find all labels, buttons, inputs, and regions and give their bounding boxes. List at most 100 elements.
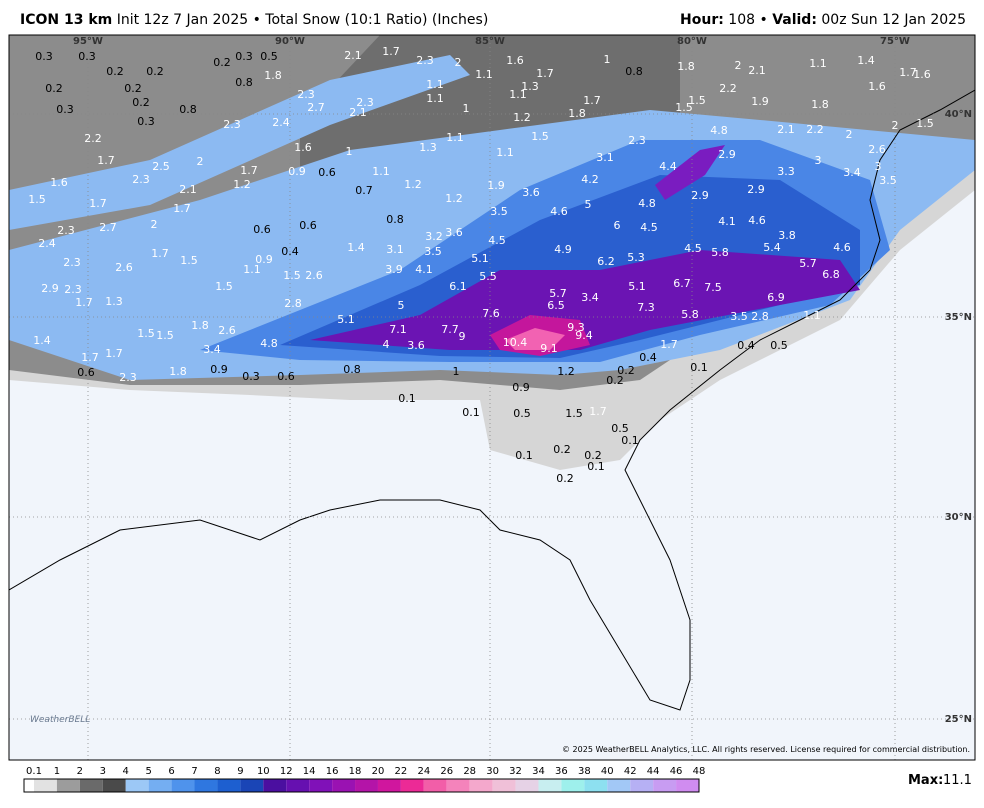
snow-total-label: 0.3	[137, 115, 155, 128]
snow-total-label: 2.9	[718, 148, 736, 161]
latitude-label: 25°N	[945, 714, 972, 725]
snow-total-label: 0.3	[235, 50, 253, 63]
snow-total-label: 2.9	[747, 183, 765, 196]
snow-total-label: 1.8	[811, 98, 829, 111]
snow-total-label: 0.2	[606, 374, 624, 387]
legend-tick-label: 36	[555, 766, 568, 777]
snow-total-label: 1.7	[382, 45, 400, 58]
snow-total-label: 1.6	[868, 80, 886, 93]
snow-total-label: 1.3	[105, 295, 123, 308]
longitude-label: 85°W	[475, 36, 505, 47]
legend-segment	[607, 779, 631, 792]
snow-pink	[505, 328, 565, 350]
snow-total-label: 1.5	[675, 101, 693, 114]
snow-total-label: 2	[455, 56, 462, 69]
snow-total-label: 0.2	[106, 65, 124, 78]
snow-total-label: 3.5	[424, 245, 442, 258]
snow-total-label: 0.3	[35, 50, 53, 63]
longitude-label: 80°W	[677, 36, 707, 47]
snow-total-label: 0.5	[770, 339, 788, 352]
snow-total-label: 1.8	[191, 319, 209, 332]
legend-tick-label: 42	[624, 766, 637, 777]
snow-total-label: 5.1	[471, 252, 489, 265]
valid-label: Valid:	[772, 12, 817, 28]
snow-total-label: 0.7	[355, 184, 373, 197]
latitude-label: 35°N	[945, 312, 972, 323]
legend-tick-label: 9	[237, 766, 243, 777]
snow-total-label: 1.8	[568, 107, 586, 120]
snow-total-label: 2.7	[307, 101, 325, 114]
snow-total-label: 1.2	[404, 178, 422, 191]
snow-total-label: 4.6	[833, 241, 851, 254]
legend-segment	[653, 779, 677, 792]
legend-tick-label: 48	[693, 766, 706, 777]
snow-total-label: 1	[463, 102, 470, 115]
snow-total-label: 2	[846, 128, 853, 141]
snow-total-label: 2	[735, 59, 742, 72]
snow-total-label: 5	[398, 299, 405, 312]
legend-tick-label: 46	[670, 766, 683, 777]
snow-total-label: 0.1	[462, 406, 480, 419]
snow-total-label: 3.5	[879, 174, 897, 187]
snow-total-label: 6	[614, 219, 621, 232]
max-label: Max:	[908, 773, 943, 788]
snow-total-label: 6.2	[597, 255, 615, 268]
valid: 00z Sun 12 Jan 2025	[821, 12, 966, 28]
snow-total-label: 2.2	[806, 123, 824, 136]
legend-tick-label: 6	[168, 766, 174, 777]
snow-total-label: 0.5	[513, 407, 531, 420]
legend-segment	[24, 779, 34, 792]
snow-total-label: 1.6	[506, 54, 524, 67]
snow-total-label: 0.6	[253, 223, 271, 236]
map-area: 95°W 90°W 85°W 80°W 75°W 40°N 35°N 30°N 25°N 0.3…	[9, 35, 975, 760]
legend-segment	[240, 779, 264, 792]
snow-total-label: 3.6	[407, 339, 425, 352]
snow-total-label: 9.4	[575, 329, 593, 342]
snow-total-label: 1.8	[677, 60, 695, 73]
snow-total-label: 4.1	[415, 263, 433, 276]
snow-total-label: 2.3	[356, 96, 374, 109]
snow-total-label: 0.4	[737, 339, 755, 352]
snow-total-label: 1.1	[803, 309, 821, 322]
snow-total-label: 1.1	[372, 165, 390, 178]
snow-total-label: 2.1	[777, 123, 795, 136]
snow-total-label: 0.2	[45, 82, 63, 95]
snow-total-label: 1.5	[283, 269, 301, 282]
legend-segment	[56, 779, 80, 792]
snow-total-label: 4.8	[710, 124, 728, 137]
snow-total-label: 2	[892, 119, 899, 132]
legend-tick-label: 38	[578, 766, 591, 777]
snow-total-label: 0.8	[343, 363, 361, 376]
snow-total-label: 0.5	[611, 422, 629, 435]
legend-segment	[469, 779, 493, 792]
snow-total-label: 1.2	[513, 111, 531, 124]
snow-total-label: 2.3	[63, 256, 81, 269]
snow-total-label: 3	[875, 160, 882, 173]
snow-total-label: 3	[815, 154, 822, 167]
legend-tick-label: 20	[372, 766, 385, 777]
legend-segment	[286, 779, 310, 792]
legend-segment	[309, 779, 333, 792]
snow-total-label: 4.8	[638, 197, 656, 210]
logo: WeatherBELL	[30, 715, 90, 725]
snow-total-label: 1.7	[89, 197, 107, 210]
map-border	[8, 34, 976, 761]
snow-total-label: 1.5	[531, 130, 549, 143]
legend-tick-label: 1	[54, 766, 60, 777]
legend-segment	[400, 779, 424, 792]
snow-total-label: 2.2	[719, 82, 737, 95]
snow-total-label: 3.6	[445, 226, 463, 239]
snow-total-label: 3.4	[203, 343, 221, 356]
snow-total-label: 6.9	[767, 291, 785, 304]
snow-total-label: 0.8	[235, 76, 253, 89]
snow-total-label: 3.1	[596, 151, 614, 164]
snow-total-label: 1.5	[180, 254, 198, 267]
snow-total-label: 1.7	[660, 338, 678, 351]
snow-total-label: 3.5	[490, 205, 508, 218]
snow-total-label: 1.1	[809, 57, 827, 70]
snow-total-label: 1	[346, 145, 353, 158]
max-value: 11.1	[943, 773, 972, 788]
snow-total-label: 1.7	[151, 247, 169, 260]
snow-total-label: 0.2	[556, 472, 574, 485]
